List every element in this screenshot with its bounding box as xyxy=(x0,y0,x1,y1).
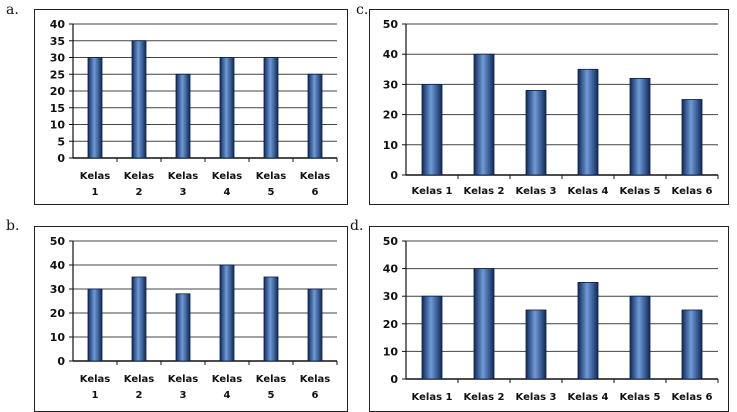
chart-a-ytick-label: 35 xyxy=(50,35,65,48)
chart-c-xtick-label: Kelas 4 xyxy=(568,186,609,197)
chart-c-bar xyxy=(525,90,547,176)
chart-a-xtick-label: Kelas xyxy=(300,171,331,182)
chart-d-xtick-label: Kelas 6 xyxy=(672,392,713,403)
chart-b-bar xyxy=(175,293,191,362)
chart-c-bar xyxy=(681,99,703,176)
chart-a: 0 5 10 15 20 25 30 35 40 Kelas 1 Kelas 2 Kelas 3 Kelas 4… xyxy=(34,9,348,205)
chart-d-ytick-label: 20 xyxy=(383,318,399,331)
chart-c-xtick-label: Kelas 6 xyxy=(672,186,713,197)
chart-c-bar xyxy=(421,84,443,176)
chart-c-bar xyxy=(577,68,599,176)
chart-b: 0 10 20 30 40 50 Kelas 1 Kelas 2 Kelas 3 Kelas 4 Kelas… xyxy=(34,226,348,412)
chart-b-xtick-label: 1 xyxy=(92,390,99,401)
chart-a-xtick-label: 2 xyxy=(136,187,143,198)
chart-b-ytick-label: 30 xyxy=(50,283,66,296)
chart-a-ytick-label: 15 xyxy=(50,102,65,115)
chart-d-bar xyxy=(577,282,599,380)
chart-a-xtick-label: Kelas xyxy=(80,171,111,182)
chart-c-ytick-label: 30 xyxy=(383,78,399,91)
chart-b-ytick-label: 0 xyxy=(57,355,65,368)
chart-d-xtick-label: Kelas 2 xyxy=(464,392,505,403)
chart-a-xtick-label: 1 xyxy=(92,187,99,198)
chart-b-xtick-label: Kelas xyxy=(300,374,331,385)
chart-a-ytick-label: 0 xyxy=(57,152,65,165)
chart-a-ytick-label: 20 xyxy=(50,85,66,98)
chart-a-xtick-label: 3 xyxy=(180,187,187,198)
chart-c-xtick-label: Kelas 3 xyxy=(516,186,557,197)
chart-c-bar xyxy=(473,53,495,176)
chart-a-xtick-label: Kelas xyxy=(212,171,243,182)
chart-b-bar xyxy=(307,288,323,362)
chart-d-ytick-label: 0 xyxy=(390,373,398,386)
chart-a-ytick-label: 10 xyxy=(50,119,66,132)
chart-a-xtick-label: Kelas xyxy=(168,171,199,182)
chart-a-ytick-label: 30 xyxy=(50,52,66,65)
chart-b-xtick-label: 3 xyxy=(180,390,187,401)
chart-d-bar xyxy=(473,268,495,380)
chart-b-xtick-label: 4 xyxy=(224,390,231,401)
chart-b-xtick-label: Kelas xyxy=(212,374,243,385)
chart-a-xtick-label: 5 xyxy=(268,187,275,198)
chart-c-xtick-label: Kelas 2 xyxy=(464,186,505,197)
chart-a-ytick-label: 5 xyxy=(57,135,65,148)
chart-d-ytick-label: 50 xyxy=(383,235,399,248)
chart-c-xtick-label: Kelas 5 xyxy=(620,186,661,197)
chart-d-xtick-label: Kelas 1 xyxy=(412,392,453,403)
chart-d-ytick-label: 30 xyxy=(383,290,399,303)
chart-b-xtick-label: Kelas xyxy=(168,374,199,385)
chart-d: 0 10 20 30 40 50 Kelas 1 Kelas 2 Kelas 3 Kelas 4 K… xyxy=(369,226,729,412)
chart-a-bar xyxy=(263,57,279,159)
chart-c-ytick-label: 40 xyxy=(383,48,399,61)
chart-a-ytick-label: 25 xyxy=(50,68,65,81)
chart-d-xtick-label: Kelas 5 xyxy=(620,392,661,403)
chart-b-ytick-label: 50 xyxy=(50,235,66,248)
chart-c-ytick-label: 20 xyxy=(383,109,399,122)
chart-a-bar xyxy=(131,40,147,159)
chart-d-ytick-label: 40 xyxy=(383,263,399,276)
chart-a-bar xyxy=(219,57,235,159)
chart-a-svg: 0 5 10 15 20 25 30 35 40 Kelas 1 Kelas 2 Kelas 3 Kelas 4… xyxy=(50,18,338,198)
chart-b-bar xyxy=(131,276,147,362)
chart-b-xtick-label: 6 xyxy=(312,390,319,401)
chart-b-xtick-label: 5 xyxy=(268,390,275,401)
chart-a-ytick-label: 40 xyxy=(50,18,66,31)
chart-d-bar xyxy=(629,295,651,380)
chart-b-xtick-label: Kelas xyxy=(256,374,287,385)
panel-label-a: a. xyxy=(6,2,19,18)
chart-c-svg: 0 10 20 30 40 50 Kelas 1 Kelas 2 Kelas 3 Kelas 4 K… xyxy=(383,18,719,197)
chart-d-bar xyxy=(681,309,703,380)
chart-b-xtick-label: Kelas xyxy=(80,374,111,385)
chart-d-xtick-label: Kelas 4 xyxy=(568,392,609,403)
chart-b-ytick-label: 40 xyxy=(50,259,66,272)
chart-b-bar xyxy=(219,264,235,362)
chart-a-bar xyxy=(307,73,323,159)
chart-d-svg: 0 10 20 30 40 50 Kelas 1 Kelas 2 Kelas 3 Kelas 4 K… xyxy=(383,235,719,403)
panel-label-b: b. xyxy=(6,218,20,234)
chart-b-xtick-label: 2 xyxy=(136,390,143,401)
chart-d-bar xyxy=(421,295,443,380)
chart-c: 0 10 20 30 40 50 Kelas 1 Kelas 2 Kelas 3 Kelas 4 K… xyxy=(369,9,729,205)
chart-a-xtick-label: 4 xyxy=(224,187,231,198)
chart-b-bar xyxy=(263,276,279,362)
chart-d-bar xyxy=(525,309,547,380)
chart-a-bar xyxy=(87,57,103,159)
chart-b-bar xyxy=(87,288,103,362)
chart-b-ytick-label: 10 xyxy=(50,331,66,344)
chart-a-xtick-label: Kelas xyxy=(256,171,287,182)
chart-b-xtick-label: Kelas xyxy=(124,374,155,385)
chart-b-ytick-label: 20 xyxy=(50,307,66,320)
panel-label-d: d. xyxy=(350,218,364,234)
chart-c-ytick-label: 50 xyxy=(383,18,399,31)
chart-b-svg: 0 10 20 30 40 50 Kelas 1 Kelas 2 Kelas 3 Kelas 4 Kelas… xyxy=(50,235,338,401)
chart-c-bar xyxy=(629,77,651,176)
chart-a-xtick-label: 6 xyxy=(312,187,319,198)
chart-c-xtick-label: Kelas 1 xyxy=(412,186,453,197)
chart-d-ytick-label: 10 xyxy=(383,345,399,358)
chart-c-ytick-label: 0 xyxy=(390,169,398,182)
chart-a-bar xyxy=(175,73,191,159)
chart-a-xtick-label: Kelas xyxy=(124,171,155,182)
chart-d-xtick-label: Kelas 3 xyxy=(516,392,557,403)
chart-c-ytick-label: 10 xyxy=(383,139,399,152)
panel-label-c: c. xyxy=(356,2,369,18)
